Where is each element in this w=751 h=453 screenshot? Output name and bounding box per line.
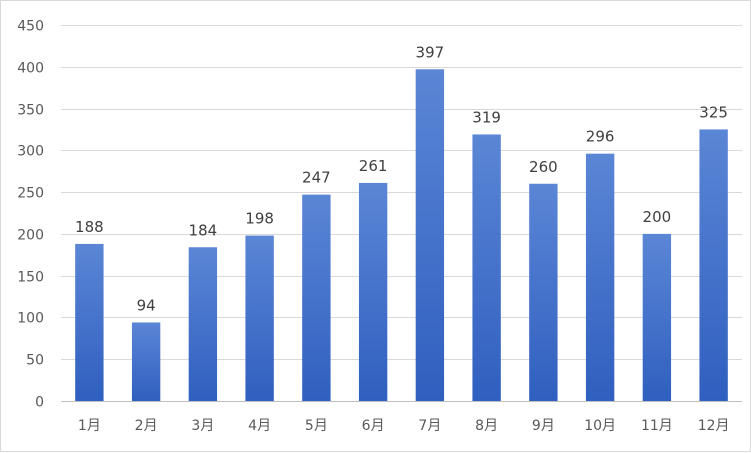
- data-label: 188: [75, 218, 104, 236]
- x-tick-label: 11月: [641, 418, 673, 434]
- x-tick-label: 6月: [362, 418, 385, 434]
- x-tick-label: 7月: [418, 418, 441, 434]
- bar: [472, 134, 501, 402]
- bar: [358, 182, 388, 401]
- x-tick-label: 4月: [248, 418, 271, 434]
- data-label: 319: [472, 108, 501, 126]
- y-tick-label: 50: [26, 353, 44, 369]
- y-tick-label: 300: [17, 144, 44, 160]
- y-tick-label: 350: [17, 103, 44, 119]
- y-tick-label: 200: [17, 228, 44, 244]
- x-tick-label: 5月: [305, 418, 328, 434]
- bar: [529, 183, 558, 401]
- bar: [302, 194, 331, 401]
- bar: [699, 129, 728, 401]
- bar: [75, 243, 104, 401]
- y-tick-label: 450: [17, 19, 44, 35]
- data-label: 247: [302, 169, 331, 187]
- data-label: 94: [137, 296, 156, 314]
- bar: [131, 322, 161, 401]
- data-label: 200: [643, 208, 672, 226]
- bars: [75, 69, 728, 402]
- bar: [642, 233, 672, 401]
- y-axis-ticks: 0 50 100 150 200 250 300 350 400 450: [17, 19, 44, 411]
- bar: [585, 153, 615, 401]
- data-label: 260: [529, 158, 558, 176]
- y-tick-label: 150: [17, 270, 44, 286]
- y-tick-label: 250: [17, 186, 44, 202]
- data-label: 198: [245, 210, 274, 228]
- data-label: 184: [189, 221, 218, 239]
- y-tick-label: 400: [17, 61, 44, 77]
- bar: [415, 69, 445, 401]
- data-label: 397: [416, 43, 445, 61]
- x-tick-label: 1月: [78, 418, 101, 434]
- data-label: 325: [699, 103, 728, 121]
- x-tick-label: 10月: [584, 418, 616, 434]
- x-axis-ticks: 1月 2月 3月 4月 5月 6月 7月 8月 9月 10月 11月 12月: [78, 418, 730, 434]
- x-tick-label: 9月: [532, 418, 555, 434]
- x-tick-label: 8月: [475, 418, 498, 434]
- data-label: 296: [586, 128, 615, 146]
- x-tick-label: 3月: [191, 418, 214, 434]
- y-tick-label: 100: [17, 311, 44, 327]
- data-labels: 188 94 184 198 247 261 397 319 260 296 200 325: [75, 43, 728, 314]
- gridlines: [61, 25, 742, 402]
- y-tick-label: 0: [35, 395, 44, 411]
- bar: [245, 235, 274, 401]
- x-tick-label: 12月: [698, 418, 730, 434]
- bar: [188, 247, 218, 401]
- data-label: 261: [359, 157, 388, 175]
- x-tick-label: 2月: [135, 418, 158, 434]
